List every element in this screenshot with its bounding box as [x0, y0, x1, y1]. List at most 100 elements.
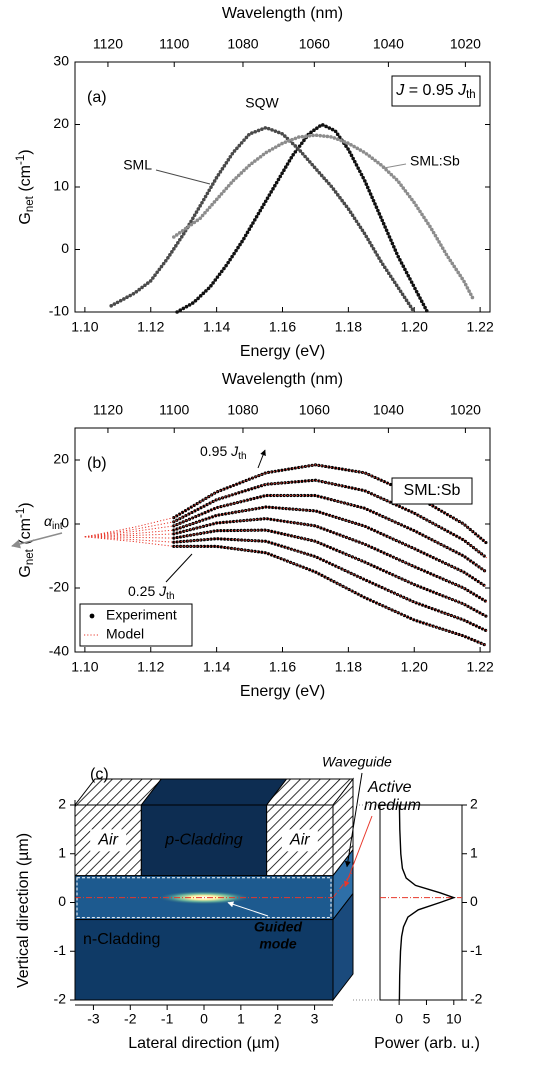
x-tick-label: 0 — [395, 1011, 403, 1027]
x2-tick-label: 1060 — [299, 36, 330, 52]
condition-label: J = 0.95 Jth — [395, 82, 475, 101]
condition-label-part: = 0.95 — [404, 82, 458, 99]
y-axis-label: Gnet (cm-1) — [15, 149, 36, 224]
x2-tick-label: 1100 — [159, 36, 189, 52]
x2-tick-label: 1040 — [373, 402, 404, 418]
p-cladding — [140, 804, 268, 877]
x-tick-label: 1.22 — [466, 659, 493, 675]
model-curve — [84, 536, 487, 647]
x-tick-label: 1.10 — [71, 659, 98, 675]
x-axis-label: Energy (eV) — [240, 683, 325, 700]
x-tick-label: 1.20 — [401, 319, 428, 335]
label-bg — [90, 829, 127, 852]
current-label-part: th — [166, 591, 174, 602]
x2-tick-label: 1120 — [93, 402, 123, 418]
x-tick-label: 1.14 — [203, 659, 230, 675]
data-series — [109, 125, 416, 314]
loss-label-part: int — [52, 521, 63, 532]
region-label: Waveguide — [322, 754, 392, 770]
region-label: Active — [367, 779, 412, 796]
y-tick-label: -10 — [49, 303, 69, 319]
current-arrow — [257, 449, 266, 469]
x-axis-label: Power (arb. u.) — [374, 1035, 480, 1052]
series-label: SQW — [245, 95, 279, 111]
y-tick-label: -40 — [49, 643, 69, 659]
y-axis-label-part: G — [17, 212, 34, 224]
x-tick-label: 1.10 — [71, 319, 98, 335]
y-tick-label: 0 — [58, 893, 66, 909]
top-face — [140, 778, 288, 806]
sample-label: SML:Sb — [404, 482, 461, 499]
x-tick-label: 5 — [423, 1011, 431, 1027]
panel-label: (c) — [90, 766, 109, 783]
mode-arrow — [227, 901, 269, 917]
current-label-part: 0.95 — [200, 443, 231, 459]
y-axis-label-part: net — [24, 195, 36, 212]
x-tick-label: 1.16 — [269, 659, 296, 675]
model-curve — [84, 479, 488, 559]
current-label: 0.95 Jth — [200, 443, 247, 462]
y-tick-label: 0 — [61, 515, 69, 531]
region-label: Air — [289, 832, 310, 849]
x-tick-label: 0 — [200, 1011, 208, 1027]
y-axis-label-part: ) — [17, 149, 34, 154]
x-tick-label: 1.20 — [401, 659, 428, 675]
label-bg — [281, 829, 318, 852]
model-curve — [84, 536, 487, 632]
x-axis-label: Lateral direction (µm) — [128, 1035, 280, 1052]
condition-label-part: th — [466, 89, 476, 101]
x-tick-label: 1.16 — [269, 319, 296, 335]
loss-label-part: α — [44, 513, 53, 529]
y-axis-label-part: -1 — [15, 508, 27, 518]
current-label-part: J — [158, 583, 167, 599]
region-label: n-Cladding — [83, 931, 160, 948]
y-tick-label: 30 — [53, 53, 69, 69]
y-tick-label: 2 — [58, 796, 66, 812]
x-tick-label: 1.14 — [203, 319, 230, 335]
y-tick-label: 20 — [53, 115, 69, 131]
model-curve — [84, 464, 488, 544]
legend-box — [79, 603, 193, 647]
data-layer — [84, 463, 489, 648]
n-cladding — [74, 919, 334, 1001]
side-active — [332, 871, 354, 898]
y-tick-label: 0 — [470, 893, 478, 909]
y-axis-label-part: -1 — [15, 155, 27, 165]
data-series — [172, 133, 476, 302]
series-label: SML:Sb — [410, 153, 460, 169]
y-tick-label: 1 — [470, 844, 478, 860]
y-tick-label: -2 — [470, 991, 483, 1007]
current-label: 0.25 Jth — [128, 583, 175, 602]
y-tick-label: 1 — [58, 844, 66, 860]
x2-axis-label: Wavelength (nm) — [222, 371, 343, 388]
legend-label: Experiment — [106, 607, 177, 623]
y-axis-label: Vertical direction (µm) — [15, 833, 32, 988]
y-axis-label-part: G — [17, 565, 34, 577]
y-tick-label: -20 — [49, 579, 69, 595]
x2-tick-label: 1100 — [159, 402, 189, 418]
y-tick-label: -2 — [54, 991, 67, 1007]
x2-tick-label: 1120 — [93, 36, 123, 52]
y-tick-label: 10 — [53, 178, 69, 194]
x-tick-label: 3 — [311, 1011, 319, 1027]
x-tick-label: 1 — [237, 1011, 245, 1027]
loss-label: αint — [44, 513, 63, 532]
x-tick-label: 1.22 — [466, 319, 493, 335]
leader-line — [383, 163, 407, 169]
x-tick-label: 1.12 — [137, 319, 164, 335]
plot-frame — [379, 804, 463, 1001]
x2-tick-label: 1060 — [299, 402, 330, 418]
condition-label-part: J — [395, 82, 405, 99]
y-tick-label: 2 — [470, 796, 478, 812]
annotation-box — [391, 75, 481, 107]
current-arrow — [165, 553, 193, 583]
current-label-part: 0.25 — [128, 583, 159, 599]
current-label-part: J — [230, 443, 239, 459]
condition-label-part: J — [457, 82, 467, 99]
annotation-box — [391, 477, 473, 505]
x-tick-label: -2 — [124, 1011, 137, 1027]
region-label: medium — [364, 797, 421, 814]
y-tick-label: 0 — [61, 240, 69, 256]
experiment-curve — [172, 537, 489, 633]
